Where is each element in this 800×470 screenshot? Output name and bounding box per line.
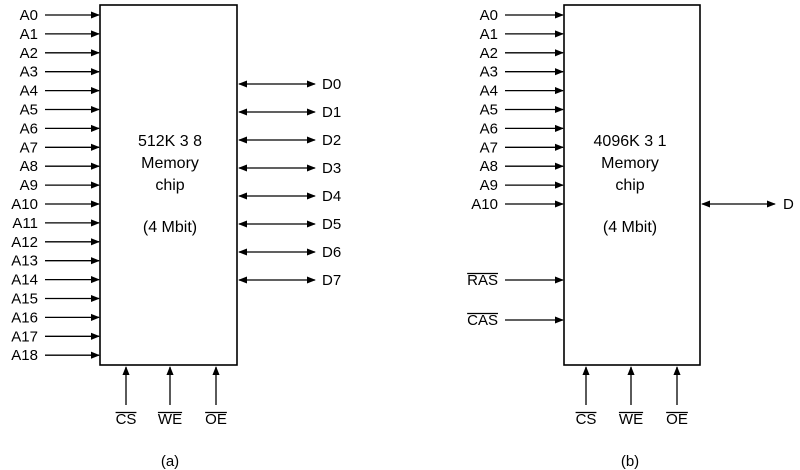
chip-a-pin-label-a10: A10 — [11, 196, 38, 213]
chip-a-ctrl-label-we: WE — [158, 411, 182, 428]
chip-a-size-label: 512K 3 8 — [138, 133, 202, 150]
chip-b-ctrl-label-cs: CS — [576, 411, 597, 428]
chip-a-pin-label-a4: A4 — [20, 83, 38, 100]
chip-a-pin-label-a0: A0 — [20, 7, 38, 24]
chip-b-memory-label: Memory — [601, 155, 659, 172]
chip-a-pin-label-a16: A16 — [11, 309, 38, 326]
chip-a-data-label-d7: D7 — [322, 272, 341, 289]
chip-a-pin-label-a12: A12 — [11, 234, 38, 251]
chip-a: A0A1A2A3A4A5A6A7A8A9A10A11A12A13A14A15A1… — [11, 4, 341, 470]
chip-a-pin-label-a3: A3 — [20, 64, 38, 81]
chip-a-pin-label-a7: A7 — [20, 139, 38, 156]
chip-b-ctrl-label-we: WE — [619, 411, 643, 428]
chip-a-data-label-d4: D4 — [322, 188, 341, 205]
chip-a-pin-label-a14: A14 — [11, 272, 38, 289]
chip-a-data-label-d5: D5 — [322, 216, 341, 233]
chip-b-pin-label-a10: A10 — [471, 196, 498, 213]
chip-b-ctrl-label-oe: OE — [666, 411, 688, 428]
chip-b-size-label: 4096K 3 1 — [594, 133, 667, 150]
chip-a-ctrl-label-cs: CS — [116, 411, 137, 428]
chip-b-data-pins: D — [701, 196, 794, 213]
chip-a-caption: (a) — [161, 453, 179, 470]
chip-a-memory-label: Memory — [141, 155, 199, 172]
chip-b-pin-label-a9: A9 — [480, 177, 498, 194]
chip-b-control-pins: CS WE OE — [575, 366, 688, 428]
chip-a-pin-label-a17: A17 — [11, 328, 38, 345]
chip-a-pin-label-a11: A11 — [12, 215, 38, 232]
chip-b-caption: (b) — [621, 453, 639, 470]
chip-a-pin-label-a18: A18 — [11, 347, 38, 364]
chip-a-data-label-d1: D1 — [322, 104, 341, 121]
chip-b-body — [563, 4, 701, 366]
chip-a-pin-label-a15: A15 — [11, 291, 38, 308]
chip-a-pin-label-a8: A8 — [20, 158, 38, 175]
chip-a-pin-label-a5: A5 — [20, 102, 38, 119]
chip-b-strobe-label-ras: RAS — [467, 272, 498, 289]
chip-b-pin-label-a7: A7 — [480, 139, 498, 156]
chip-a-ctrl-label-oe: OE — [205, 411, 227, 428]
chip-b-pin-label-a8: A8 — [480, 158, 498, 175]
chip-b-pin-label-a3: A3 — [480, 64, 498, 81]
chip-b-pin-label-a1: A1 — [480, 26, 498, 43]
chip-b-pin-label-a6: A6 — [480, 120, 498, 137]
chip-a-data-label-d0: D0 — [322, 76, 341, 93]
chip-a-capacity-label: (4 Mbit) — [143, 219, 197, 236]
chip-a-pin-label-a1: A1 — [20, 26, 38, 43]
chip-b-strobe-pins: RAS CAS — [467, 272, 564, 329]
chip-a-pin-label-a6: A6 — [20, 120, 38, 137]
chip-b-pin-label-a0: A0 — [480, 7, 498, 24]
chip-a-pin-label-a9: A9 — [20, 177, 38, 194]
chip-b-pin-label-a2: A2 — [480, 45, 498, 62]
chip-a-address-pins: A0A1A2A3A4A5A6A7A8A9A10A11A12A13A14A15A1… — [11, 7, 100, 364]
chip-a-body — [99, 4, 238, 366]
chip-b-data-label-d: D — [783, 196, 794, 213]
chip-a-pin-label-a2: A2 — [20, 45, 38, 62]
chip-b-chip-label: chip — [615, 177, 644, 194]
chip-b-pin-label-a5: A5 — [480, 102, 498, 119]
chip-a-data-label-d3: D3 — [322, 160, 341, 177]
chip-a-chip-label: chip — [155, 177, 184, 194]
chip-b-capacity-label: (4 Mbit) — [603, 219, 657, 236]
chip-a-data-label-d2: D2 — [322, 132, 341, 149]
chip-a-data-label-d6: D6 — [322, 244, 341, 261]
chip-b-pin-label-a4: A4 — [480, 83, 498, 100]
chip-a-control-pins: CS WE OE — [115, 366, 227, 428]
chip-b-strobe-label-cas: CAS — [467, 312, 498, 329]
chip-a-pin-label-a13: A13 — [11, 253, 38, 270]
chip-a-data-pins: D0 D1 D2 D3 D4 D5 D6 D7 — [238, 76, 341, 289]
